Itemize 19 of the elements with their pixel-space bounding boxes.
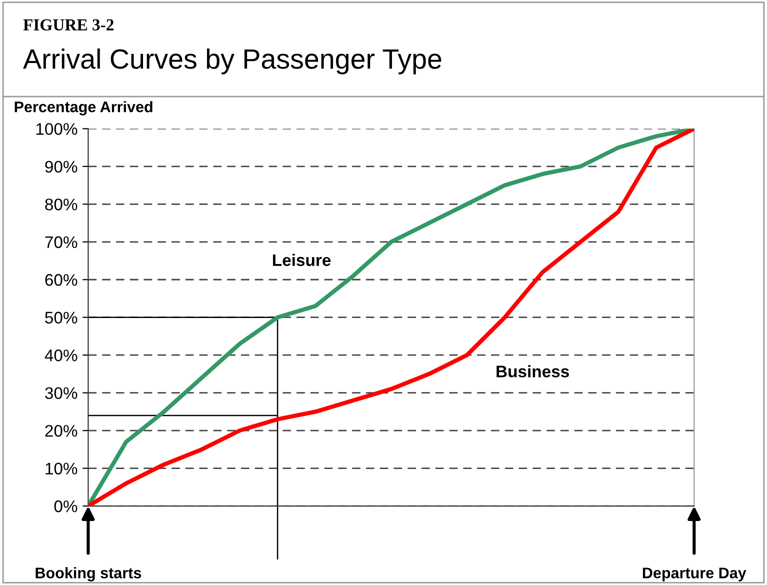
x-tick-label: Booking starts [36, 567, 142, 582]
series-label: Business [496, 365, 569, 378]
chart-title: Arrival Curves by Passenger Type [23, 48, 442, 74]
y-tick-label: 0% [54, 500, 78, 512]
line-series [88, 128, 694, 506]
y-tick-label: 60% [45, 274, 78, 286]
series-label: Leisure [273, 254, 331, 266]
y-axis-title: Percentage Arrived [14, 101, 152, 116]
x-tick-label: Departure Day [642, 568, 746, 582]
y-tick-label: 80% [45, 198, 78, 210]
y-tick-label: 40% [44, 349, 78, 362]
chart-subtitle: FIGURE 3-2 [23, 19, 114, 30]
y-tick-label: 10% [46, 462, 78, 474]
y-tick-label: 100% [36, 123, 78, 135]
y-tick-label: 70% [45, 236, 78, 248]
y-tick-label: 20% [45, 424, 78, 437]
y-tick-label: 30% [45, 387, 78, 400]
y-tick-label: 90% [45, 160, 78, 173]
y-tick-label: 50% [45, 312, 78, 324]
